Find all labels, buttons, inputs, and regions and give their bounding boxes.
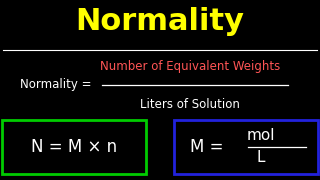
Text: mol: mol <box>246 128 275 143</box>
Text: M =: M = <box>190 138 229 156</box>
Text: N = M × n: N = M × n <box>30 138 117 156</box>
FancyBboxPatch shape <box>2 120 146 174</box>
Text: Normality: Normality <box>76 7 244 36</box>
Text: Number of Equivalent Weights: Number of Equivalent Weights <box>100 60 281 73</box>
Text: Liters of Solution: Liters of Solution <box>140 98 240 111</box>
Text: L: L <box>257 150 265 165</box>
FancyBboxPatch shape <box>174 120 318 174</box>
Text: Normality =: Normality = <box>20 78 95 91</box>
